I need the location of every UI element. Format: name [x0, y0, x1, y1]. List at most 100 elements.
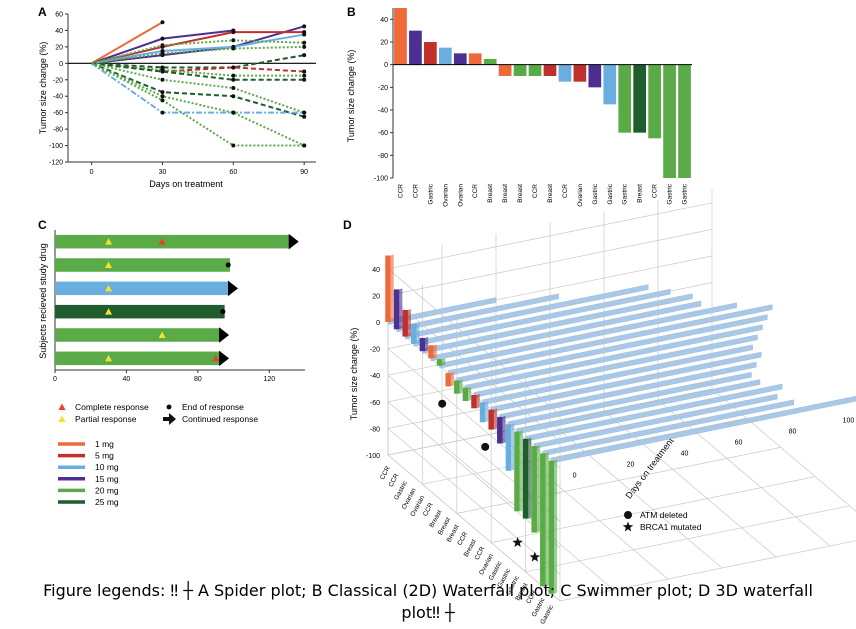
waterfall3d-bar — [522, 438, 529, 519]
waterfall3d-bar — [436, 359, 443, 366]
spider-point — [231, 110, 236, 115]
swimmer-x-tick-label: 0 — [53, 376, 57, 383]
atm-deleted-marker — [481, 442, 490, 451]
days-ribbon — [439, 302, 737, 369]
spider-y-tick-label: 0 — [59, 61, 63, 68]
caption-line-2: plot‼ ┼ — [401, 603, 455, 622]
days-ribbon — [430, 300, 702, 362]
spider-series-line — [91, 25, 305, 65]
spider-point — [231, 86, 236, 90]
waterfall3d-bar-side — [493, 408, 497, 430]
legend-brca1-label: BRCA1 mutated — [640, 522, 702, 532]
partial-response-marker — [105, 238, 113, 245]
grid-line — [422, 417, 747, 485]
spider-point — [302, 24, 307, 29]
spider-ylabel: Tumor size change (%) — [38, 42, 48, 135]
waterfall-y-tick-label: -20 — [378, 85, 388, 92]
complete-response-marker — [158, 238, 166, 245]
waterfall-category-label: Ovarian — [442, 184, 449, 207]
waterfall-ylabel: Tumor size change (%) — [346, 50, 356, 143]
spider-point — [231, 94, 236, 99]
waterfall-bar — [453, 53, 467, 65]
grid-line — [387, 428, 561, 575]
waterfall3d-y-tick-label: -80 — [370, 426, 380, 433]
waterfall-bar — [438, 47, 452, 65]
waterfall-bar — [424, 42, 437, 65]
waterfall-y-tick-label: -40 — [378, 108, 388, 115]
waterfall3d-bar-side — [433, 344, 437, 359]
waterfall-category-label: Breast — [517, 184, 524, 203]
waterfall3d-y-tick-label: 0 — [376, 320, 380, 327]
legend-atm-label: ATM deleted — [640, 510, 688, 520]
waterfall-bar — [528, 64, 542, 76]
waterfall3d-bar — [548, 460, 555, 594]
waterfall3d-bar — [479, 402, 486, 423]
waterfall3d-bar — [385, 255, 391, 322]
partial-response-marker — [105, 354, 113, 362]
swimmer-x-tick-label: 120 — [263, 376, 275, 383]
waterfall-category-label: Gastric — [667, 183, 674, 204]
spider-series-line — [91, 62, 305, 77]
spider-point — [160, 69, 165, 74]
waterfall3d-bar — [393, 289, 400, 330]
waterfall-y-tick-label: 20 — [380, 40, 388, 47]
legend-dose-label: 10 mg — [95, 462, 119, 472]
waterfall3d-y-tick-label: 20 — [372, 293, 380, 300]
figure-legend: Complete response Partial response End of … — [58, 402, 258, 507]
waterfall-bar — [468, 53, 482, 65]
waterfall-bar — [648, 64, 661, 139]
legend-brca1-icon — [622, 521, 634, 532]
spider-point — [302, 143, 307, 148]
waterfall-category-label: Gastric — [427, 183, 434, 204]
legend-dose-label: 25 mg — [95, 497, 119, 507]
swimmer-bar — [55, 304, 225, 319]
waterfall-category-label: CCR — [472, 184, 479, 198]
waterfall-category-label: Ovarian — [577, 184, 584, 207]
spider-x-tick-label: 90 — [300, 169, 308, 176]
waterfall3d-bar-side — [425, 336, 429, 352]
waterfall-category-label: Gastric — [682, 183, 689, 204]
waterfall3d-bar-side — [442, 358, 446, 366]
spider-y-tick-label: 20 — [55, 44, 63, 51]
panel-label-c: C — [38, 218, 47, 232]
days-ribbon — [422, 293, 693, 354]
spider-point — [231, 30, 236, 35]
waterfall3d-depth-tick-label: 100 — [843, 417, 855, 424]
waterfall-bar — [498, 64, 512, 76]
spider-point — [302, 44, 307, 49]
waterfall3d-depth-tick-label: 60 — [735, 439, 743, 446]
spider-plot: Tumor size change (%) Days on treatment … — [38, 12, 316, 189]
legend-dose-label: 20 mg — [95, 485, 119, 495]
waterfall-category-label: Gastric — [592, 183, 599, 204]
days-ribbon — [396, 293, 559, 333]
spider-y-tick-label: -100 — [49, 143, 63, 150]
waterfall3d-depth-tick-label: 80 — [789, 428, 797, 435]
spider-point — [302, 114, 307, 119]
waterfall-y-tick-label: -60 — [378, 130, 388, 137]
waterfall-bar — [573, 64, 587, 82]
spider-series-line — [91, 62, 305, 118]
waterfall-bar — [558, 64, 572, 82]
spider-point — [160, 110, 165, 115]
days-ribbon — [387, 297, 497, 325]
waterfall-category-label: Gastric — [622, 183, 629, 204]
waterfall3d-bar-side — [407, 309, 411, 337]
partial-response-marker — [105, 261, 113, 268]
waterfall3d-bar-side — [390, 254, 394, 322]
spider-series-line — [91, 54, 305, 69]
spider-point — [231, 73, 236, 78]
waterfall-category-label: Breast — [487, 184, 494, 203]
spider-point — [160, 98, 165, 103]
spider-point — [160, 90, 165, 95]
swimmer-bar — [55, 281, 230, 296]
waterfall-y-tick-label: 40 — [380, 17, 388, 24]
waterfall-category-label: CCR — [412, 184, 419, 198]
spider-point — [302, 69, 307, 74]
waterfall3d-depth-tick-label: 20 — [627, 461, 635, 468]
swimmer-x-tick-label: 40 — [123, 376, 131, 383]
swimmer-ylabel: Subjects recieved study drug — [38, 243, 48, 359]
waterfall3d-ylabel: Tumor size change (%) — [349, 328, 359, 421]
spider-y-tick-label: -80 — [53, 127, 63, 134]
waterfall3d-bar — [497, 416, 503, 444]
